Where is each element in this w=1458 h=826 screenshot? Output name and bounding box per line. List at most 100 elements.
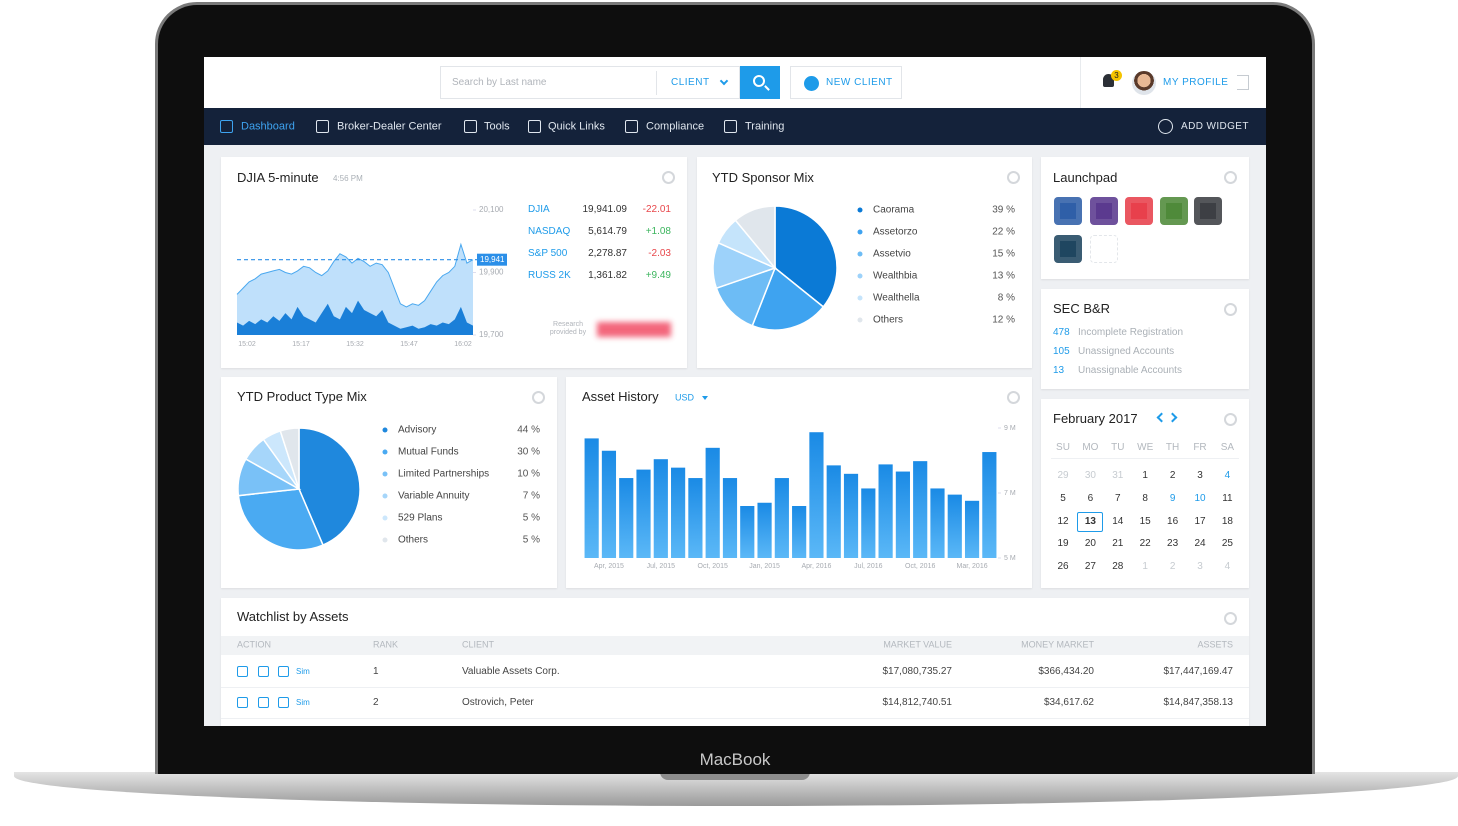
quote-change: -22.01: [642, 204, 671, 215]
day[interactable]: 2: [1169, 470, 1176, 481]
day[interactable]: 2: [1169, 561, 1176, 573]
next-month[interactable]: [1167, 412, 1178, 423]
settings-icon[interactable]: [1224, 413, 1237, 426]
day[interactable]: 14: [1112, 515, 1124, 527]
count[interactable]: 478: [1053, 327, 1070, 338]
day[interactable]: 29: [1057, 470, 1069, 481]
day[interactable]: 18: [1221, 515, 1233, 527]
day[interactable]: 9: [1169, 492, 1176, 504]
area: [237, 300, 473, 335]
logout-icon[interactable]: [1237, 75, 1249, 90]
nav-item[interactable]: Compliance: [646, 120, 705, 133]
day[interactable]: 11: [1222, 492, 1233, 504]
app-icon[interactable]: [1125, 197, 1153, 225]
prev-month[interactable]: [1156, 412, 1167, 423]
day[interactable]: 23: [1167, 538, 1179, 550]
day[interactable]: 27: [1084, 561, 1096, 573]
currency-select[interactable]: USD: [675, 392, 695, 403]
settings-icon[interactable]: [1224, 612, 1237, 625]
bell-icon[interactable]: [1103, 74, 1114, 87]
day[interactable]: 31: [1112, 470, 1124, 481]
day[interactable]: 3: [1197, 561, 1203, 573]
action-link[interactable]: Sim: [296, 698, 310, 708]
nav-icon[interactable]: [316, 120, 329, 133]
day[interactable]: 25: [1221, 538, 1233, 550]
app-icon[interactable]: [1054, 197, 1082, 225]
profile-link[interactable]: MY PROFILE: [1163, 77, 1229, 88]
day[interactable]: 28: [1112, 561, 1124, 573]
day[interactable]: 13: [1084, 515, 1096, 527]
nav-icon[interactable]: [625, 120, 638, 133]
day[interactable]: 3: [1197, 470, 1203, 481]
settings-icon[interactable]: [662, 171, 675, 184]
search-button[interactable]: [740, 66, 780, 99]
day[interactable]: 12: [1057, 515, 1069, 527]
nav-icon[interactable]: [724, 120, 737, 133]
action-icon[interactable]: [278, 697, 289, 708]
day[interactable]: 16: [1167, 515, 1179, 527]
day[interactable]: 24: [1194, 538, 1206, 550]
avatar[interactable]: [1132, 71, 1156, 95]
settings-icon[interactable]: [1224, 303, 1237, 316]
action-icon[interactable]: [237, 666, 248, 677]
day[interactable]: 4: [1224, 561, 1231, 573]
day[interactable]: 4: [1224, 470, 1231, 481]
settings-icon[interactable]: [1007, 391, 1020, 404]
bar: [947, 494, 962, 558]
card-title: Watchlist by Assets: [237, 609, 349, 625]
settings-icon[interactable]: [532, 391, 545, 404]
day[interactable]: 30: [1084, 470, 1096, 481]
app-icon[interactable]: [1090, 197, 1118, 225]
action-link[interactable]: Sim: [296, 667, 310, 677]
day[interactable]: 15: [1139, 515, 1151, 527]
action-icon[interactable]: [278, 666, 289, 677]
chart: Apr, 2015 Jul, 2015 Oct, 2015 Jan, 2015 Apr,…: [584, 425, 1016, 570]
app-icon[interactable]: [1194, 197, 1222, 225]
nav-item[interactable]: Tools: [484, 120, 510, 133]
day[interactable]: 20: [1084, 538, 1096, 550]
day[interactable]: 21: [1112, 538, 1124, 550]
day[interactable]: 10: [1194, 492, 1206, 504]
nav-item[interactable]: Broker-Dealer Center: [337, 120, 442, 133]
day[interactable]: 22: [1139, 538, 1151, 550]
day[interactable]: 1: [1142, 470, 1148, 481]
day[interactable]: 19: [1057, 538, 1069, 550]
plus-icon: [804, 76, 819, 91]
day[interactable]: 8: [1142, 492, 1148, 504]
day[interactable]: 6: [1087, 492, 1094, 504]
nav-icon[interactable]: [528, 120, 541, 133]
quote-symbol[interactable]: NASDAQ: [528, 226, 571, 237]
day[interactable]: 17: [1194, 515, 1206, 527]
nav-icon[interactable]: [220, 120, 233, 133]
add-app[interactable]: [1090, 235, 1118, 263]
divider: [656, 71, 657, 95]
action-icon[interactable]: [258, 666, 269, 677]
quote-symbol[interactable]: S&P 500: [528, 248, 568, 259]
app-icon[interactable]: [1160, 197, 1188, 225]
new-client-button[interactable]: NEW CLIENT: [790, 66, 902, 99]
add-widget[interactable]: ADD WIDGET: [1181, 121, 1249, 132]
count[interactable]: 105: [1053, 346, 1070, 357]
timestamp: 4:56 PM: [333, 174, 363, 184]
day[interactable]: 1: [1142, 561, 1148, 573]
app-icon[interactable]: [1054, 235, 1082, 263]
card-title: Asset History: [582, 389, 659, 405]
value-label: 22 %: [992, 227, 1015, 238]
day[interactable]: 5: [1060, 492, 1066, 504]
day[interactable]: 26: [1057, 561, 1069, 573]
action-icon[interactable]: [237, 697, 248, 708]
search-box[interactable]: Search by Last name CLIENT: [440, 66, 740, 99]
nav-item[interactable]: Quick Links: [548, 120, 605, 133]
nav-item[interactable]: Training: [745, 120, 785, 133]
day[interactable]: 7: [1115, 492, 1121, 504]
count[interactable]: 13: [1053, 365, 1065, 376]
action-icon[interactable]: [258, 697, 269, 708]
settings-icon[interactable]: [1224, 171, 1237, 184]
nav-item[interactable]: Dashboard: [241, 120, 295, 133]
quote-symbol[interactable]: RUSS 2K: [528, 270, 571, 281]
settings-icon[interactable]: [1007, 171, 1020, 184]
nav-icon[interactable]: [464, 120, 477, 133]
add-widget-icon[interactable]: [1158, 119, 1173, 134]
quote-symbol[interactable]: DJIA: [528, 204, 550, 215]
